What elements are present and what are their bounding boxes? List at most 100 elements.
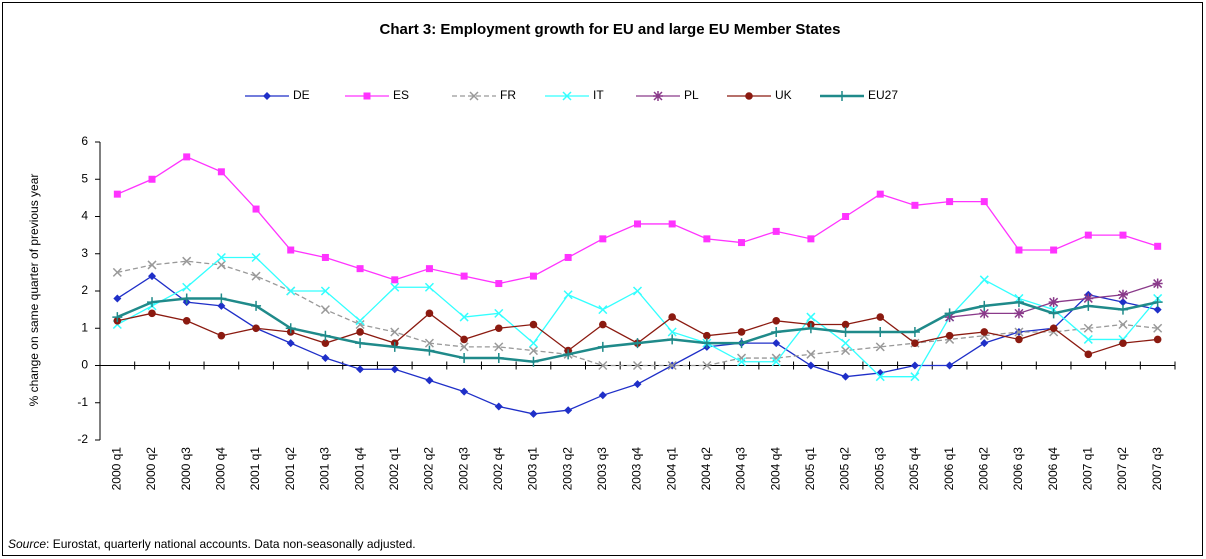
source-label: Source [8, 537, 46, 551]
x-tick-label: 2004 q2 [699, 447, 713, 491]
marker [252, 205, 260, 213]
y-tick-label: -2 [77, 432, 88, 446]
marker [528, 338, 538, 348]
marker [737, 357, 747, 367]
marker [806, 361, 815, 370]
x-tick-label: 2001 q1 [248, 447, 262, 491]
marker [632, 338, 643, 349]
marker [632, 286, 643, 296]
marker [737, 328, 746, 336]
x-tick-label: 2002 q1 [387, 447, 401, 491]
marker [910, 361, 919, 370]
x-tick-label: 2000 q4 [214, 447, 228, 491]
marker [979, 300, 990, 311]
marker [425, 265, 433, 273]
marker [837, 91, 847, 101]
legend-label: PL [684, 88, 699, 102]
marker [252, 324, 260, 333]
x-tick-label: 2006 q1 [942, 447, 956, 491]
marker [529, 272, 537, 280]
legend-item: FR [452, 88, 516, 102]
marker [112, 312, 123, 323]
marker [842, 213, 850, 220]
marker [320, 286, 330, 296]
marker [217, 168, 225, 176]
marker [944, 308, 955, 319]
marker [182, 317, 191, 325]
legend-item: EU27 [820, 88, 898, 102]
legend-item: ES [345, 88, 409, 102]
marker [772, 317, 781, 325]
marker [980, 198, 988, 206]
marker [1083, 323, 1093, 333]
legend-label: EU27 [868, 88, 898, 102]
marker [356, 265, 364, 273]
marker [703, 235, 711, 243]
marker [459, 353, 470, 364]
marker [321, 339, 330, 347]
marker [493, 353, 504, 364]
marker [182, 282, 192, 292]
marker [287, 246, 295, 254]
marker [460, 272, 468, 280]
x-tick-label: 2004 q1 [664, 447, 678, 491]
marker [459, 342, 469, 352]
marker [979, 308, 990, 319]
marker [216, 260, 226, 270]
marker [1153, 305, 1162, 314]
marker [562, 91, 572, 101]
marker [355, 316, 365, 326]
y-tick-label: 3 [81, 246, 88, 260]
marker [321, 253, 329, 261]
marker [564, 253, 572, 261]
marker [1153, 335, 1162, 344]
marker [390, 365, 399, 374]
marker [251, 271, 261, 281]
marker [1119, 231, 1127, 239]
marker [494, 402, 503, 411]
marker [321, 354, 330, 363]
marker [598, 360, 608, 371]
marker [1015, 335, 1023, 344]
marker [1117, 289, 1128, 300]
marker [1050, 246, 1058, 254]
marker [633, 380, 642, 389]
marker [217, 301, 226, 310]
marker [390, 327, 400, 337]
x-tick-label: 2001 q2 [283, 447, 297, 491]
marker [599, 320, 607, 329]
marker [875, 326, 886, 337]
marker [599, 235, 607, 243]
marker [980, 328, 989, 336]
marker [1117, 304, 1128, 315]
legend-item: DE [245, 88, 310, 102]
marker [494, 308, 504, 318]
marker [841, 338, 851, 348]
marker [564, 406, 573, 415]
y-tick-label: 6 [81, 134, 88, 148]
marker [285, 323, 296, 334]
x-tick-label: 2001 q3 [318, 447, 332, 491]
x-tick-label: 2000 q1 [110, 447, 124, 491]
marker [909, 326, 920, 337]
marker [1152, 297, 1163, 308]
x-tick-label: 2002 q4 [491, 447, 505, 491]
marker [355, 319, 365, 330]
legend-label: IT [593, 88, 604, 102]
marker [911, 201, 919, 209]
marker [148, 309, 156, 318]
marker [425, 309, 434, 318]
marker [528, 346, 538, 356]
marker [841, 346, 851, 356]
marker [745, 92, 753, 100]
marker [668, 220, 676, 228]
marker [148, 272, 157, 281]
marker [216, 252, 226, 263]
marker [1153, 323, 1163, 333]
marker [217, 331, 226, 340]
marker [263, 92, 271, 100]
marker [563, 290, 573, 300]
marker [148, 175, 156, 183]
marker [286, 339, 295, 348]
